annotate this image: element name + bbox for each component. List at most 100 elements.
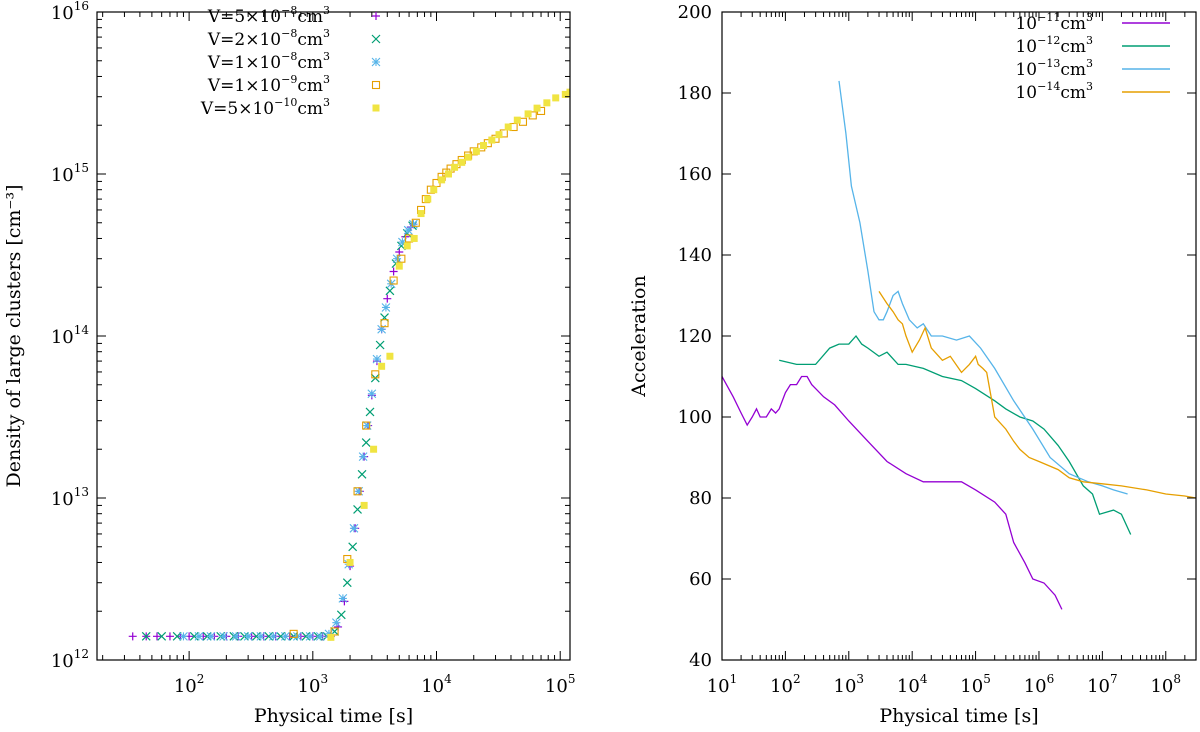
- legend-label-unit-exp: 3: [323, 50, 330, 63]
- data-point: [533, 104, 541, 112]
- y-tick-label: 200: [678, 2, 712, 23]
- x-tick-label-exp: 4: [920, 672, 928, 686]
- legend-item: V=5×10−8cm3: [207, 4, 380, 27]
- legend-item: 10−14cm3: [1015, 80, 1170, 103]
- legend-label-exp: −8: [281, 27, 297, 40]
- y-axis-label: Density of large clusters [cm⁻³]: [3, 185, 25, 488]
- data-point: [398, 237, 407, 247]
- data-point: [464, 153, 472, 161]
- legend-label: 10−12cm3: [1015, 34, 1093, 57]
- data-point: [280, 631, 290, 641]
- data-point: [256, 631, 266, 641]
- legend-label-unit-exp: 3: [1086, 57, 1093, 70]
- legend-marker: [372, 104, 380, 112]
- data-point: [219, 631, 228, 641]
- y-tick-label-base: 10: [51, 651, 74, 672]
- x-tick-label: 101: [707, 672, 738, 697]
- legend-label: V=2×10−8cm3: [207, 27, 330, 50]
- x-tick-label-exp: 7: [1110, 672, 1118, 686]
- x-tick-label: 108: [1150, 672, 1181, 697]
- x-tick-label-base: 10: [545, 676, 568, 697]
- legend: V=5×10−8cm3V=2×10−8cm3V=1×10−8cm3V=1×10−…: [200, 4, 381, 119]
- legend-label-unit-exp: 3: [323, 73, 330, 86]
- data-point: [389, 267, 398, 276]
- y-tick-label-base: 10: [51, 489, 74, 510]
- data-point: [346, 558, 354, 566]
- legend-marker: [371, 34, 381, 44]
- x-tick-label-base: 10: [174, 676, 197, 697]
- x-tick-label-exp: 8: [1173, 672, 1181, 686]
- y-tick-label-exp: 12: [74, 647, 89, 661]
- legend-label: V=5×10−8cm3: [207, 4, 330, 27]
- data-point: [480, 141, 488, 149]
- series-3: [878, 291, 1196, 499]
- x-tick-label-base: 10: [1150, 676, 1173, 697]
- x-tick-label: 104: [421, 672, 452, 697]
- series-0: [128, 220, 418, 641]
- series-2: [838, 80, 1128, 495]
- x-tick-label-base: 10: [960, 676, 983, 697]
- data-point: [153, 632, 162, 641]
- y-tick-label-exp: 14: [74, 323, 90, 337]
- acceleration-chart: 101 102 103 104 105 106 107 1084060801001201401…: [628, 2, 1197, 727]
- x-tick-label-base: 10: [298, 676, 321, 697]
- x-tick-label-exp: 4: [444, 672, 452, 686]
- y-tick-label-exp: 16: [74, 0, 89, 13]
- data-point: [362, 421, 372, 430]
- y-tick-label: 140: [678, 245, 712, 266]
- data-point: [543, 99, 551, 107]
- data-point: [380, 313, 389, 322]
- data-point: [371, 370, 380, 379]
- data-point: [424, 195, 432, 203]
- x-tick-label-exp: 6: [1047, 672, 1055, 686]
- legend-label: V=1×10−9cm3: [207, 73, 330, 96]
- density-chart: 102 103 104 10510121013101410151016Physical…: [3, 0, 575, 727]
- data-point: [411, 218, 420, 227]
- data-point: [165, 632, 174, 641]
- data-point: [305, 631, 315, 641]
- series-line: [878, 291, 1196, 499]
- data-point: [360, 501, 368, 509]
- legend-label: 10−14cm3: [1015, 80, 1093, 103]
- legend-label-exp: −8: [281, 4, 297, 17]
- data-point: [403, 242, 411, 250]
- data-point: [289, 629, 298, 638]
- y-tick-label: 180: [678, 83, 712, 104]
- data-point: [380, 319, 389, 328]
- data-point: [488, 136, 496, 144]
- data-point: [331, 618, 341, 628]
- data-point: [444, 170, 452, 178]
- data-point: [231, 631, 241, 641]
- y-tick-label-exp: 15: [74, 161, 89, 175]
- legend-label-unit: cm: [1060, 60, 1086, 80]
- data-point: [141, 631, 151, 641]
- data-point: [438, 176, 446, 184]
- data-point: [378, 362, 386, 370]
- legend-label-main: 10: [1015, 83, 1037, 103]
- y-tick-label-exp: 13: [74, 485, 89, 499]
- legend-label-main: V=2×10: [207, 30, 281, 50]
- data-point: [561, 90, 569, 98]
- data-point: [566, 88, 570, 96]
- legend-marker: [372, 12, 380, 20]
- data-point: [268, 631, 278, 641]
- data-point: [348, 542, 358, 552]
- x-tick-label: 105: [545, 672, 576, 697]
- legend-item: 10−11cm3: [1015, 11, 1170, 34]
- data-point: [354, 486, 364, 496]
- data-point: [472, 147, 480, 155]
- legend-label-unit: cm: [1060, 14, 1086, 34]
- series-2: [179, 219, 418, 641]
- legend-label-unit: cm: [1060, 83, 1086, 103]
- data-point: [349, 523, 359, 533]
- x-tick-label: 103: [834, 672, 865, 697]
- y-tick-label: 1016: [51, 0, 89, 24]
- data-point: [179, 631, 188, 641]
- y-tick-label: 80: [689, 488, 712, 509]
- y-tick-label-base: 10: [51, 3, 74, 24]
- data-point: [392, 254, 402, 264]
- x-tick-label: 105: [960, 672, 991, 697]
- data-point: [362, 421, 371, 430]
- series-3: [289, 106, 546, 638]
